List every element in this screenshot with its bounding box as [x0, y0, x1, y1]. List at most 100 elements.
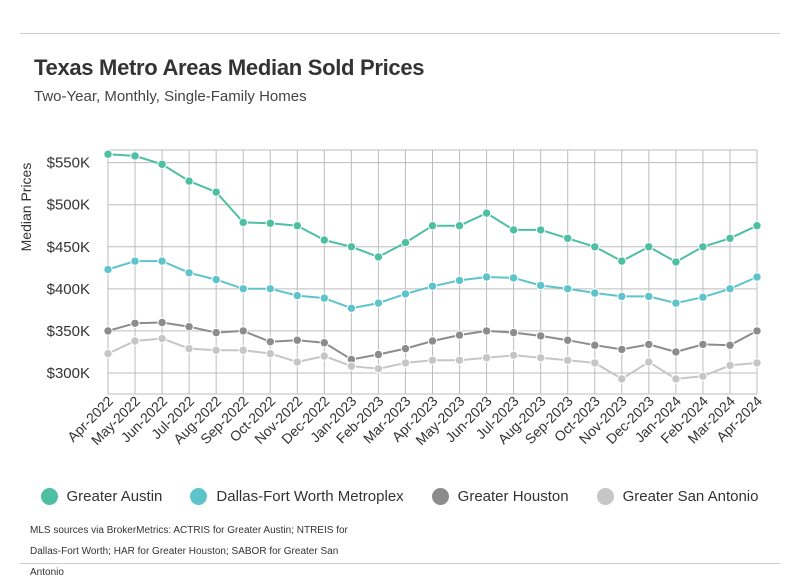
data-point: [130, 256, 140, 266]
legend-label: Dallas-Fort Worth Metroplex: [216, 488, 404, 505]
data-point: [644, 357, 654, 367]
data-point: [536, 353, 546, 363]
data-point: [292, 221, 302, 231]
data-point: [536, 331, 546, 341]
data-point: [130, 318, 140, 328]
data-point: [400, 343, 411, 354]
data-point: [725, 360, 735, 371]
data-point: [563, 284, 573, 294]
y-tick-label: $450K: [47, 239, 90, 256]
data-point: [346, 242, 357, 252]
data-point: [508, 327, 519, 338]
data-point: [536, 280, 546, 291]
data-point: [671, 257, 681, 267]
data-point: [319, 293, 329, 303]
data-point: [103, 264, 113, 275]
data-point: [238, 284, 248, 294]
data-point: [238, 345, 248, 355]
legend-item: Greater San Antonio: [596, 488, 759, 505]
data-point: [184, 176, 194, 186]
data-point: [590, 358, 600, 368]
data-point: [481, 326, 492, 336]
data-point: [752, 358, 762, 368]
data-point: [617, 344, 627, 355]
data-point: [319, 235, 329, 245]
data-point: [617, 256, 627, 266]
data-point: [292, 290, 302, 301]
data-point: [698, 242, 708, 252]
data-point: [211, 187, 221, 197]
data-point: [103, 326, 113, 336]
data-point: [590, 288, 600, 298]
data-point: [590, 242, 600, 252]
data-point: [725, 284, 735, 294]
data-point: [508, 225, 519, 235]
data-point: [238, 217, 248, 228]
data-point: [103, 149, 113, 159]
chart-frame: [20, 33, 780, 564]
data-point: [698, 371, 708, 381]
data-point: [319, 351, 329, 361]
data-point: [481, 272, 492, 282]
data-point: [644, 242, 654, 252]
data-point: [265, 348, 275, 359]
data-point: [508, 273, 519, 283]
data-point: [563, 233, 573, 244]
data-point: [265, 284, 275, 294]
legend-item: Greater Austin: [40, 488, 162, 505]
data-point: [292, 357, 302, 367]
data-point: [590, 340, 600, 350]
data-point: [184, 268, 194, 278]
legend: Greater Austin Dallas-Fort Worth Metrople…: [0, 488, 799, 505]
legend-item: Dallas-Fort Worth Metroplex: [190, 488, 404, 505]
data-point: [400, 358, 411, 368]
data-point: [752, 272, 762, 282]
y-tick-label: $300K: [47, 365, 90, 382]
data-point: [427, 281, 438, 291]
data-point: [508, 350, 519, 360]
data-point: [427, 355, 438, 365]
legend-item: Greater Houston: [431, 488, 569, 505]
data-point: [373, 252, 384, 262]
data-point: [157, 317, 167, 328]
legend-swatch: [431, 488, 449, 505]
data-point: [184, 322, 194, 332]
data-point: [671, 347, 681, 357]
data-point: [698, 339, 708, 350]
data-point: [211, 327, 221, 338]
legend-label: Greater Houston: [457, 488, 569, 505]
y-tick-label: $500K: [47, 197, 90, 214]
data-point: [238, 326, 248, 336]
data-point: [536, 225, 546, 235]
data-point: [671, 298, 681, 308]
legend-swatch: [190, 488, 208, 505]
data-point: [184, 343, 194, 354]
data-point: [265, 337, 275, 347]
data-point: [103, 348, 113, 359]
data-point: [373, 349, 384, 360]
data-point: [130, 336, 140, 346]
data-point: [617, 291, 627, 302]
data-point: [346, 361, 357, 371]
data-point: [157, 159, 167, 170]
data-point: [373, 364, 384, 374]
data-point: [752, 221, 762, 231]
data-point: [454, 221, 465, 231]
data-point: [157, 256, 167, 266]
data-point: [211, 345, 221, 355]
y-tick-labels: $300K $350K $400K $450K $500K $550K: [47, 155, 90, 382]
data-point: [130, 151, 140, 161]
chart-subtitle: Two-Year, Monthly, Single-Family Homes: [34, 88, 307, 105]
data-point: [373, 298, 384, 308]
data-point: [157, 333, 167, 344]
data-point: [481, 208, 492, 218]
legend-swatch: [40, 488, 58, 505]
data-point: [725, 340, 735, 350]
y-tick-label: $550K: [47, 155, 90, 172]
source-note: MLS sources via BrokerMetrics: ACTRIS fo…: [30, 525, 348, 578]
data-point: [211, 274, 221, 285]
data-point: [481, 353, 492, 363]
y-tick-label: $400K: [47, 281, 90, 298]
data-point: [698, 292, 708, 302]
